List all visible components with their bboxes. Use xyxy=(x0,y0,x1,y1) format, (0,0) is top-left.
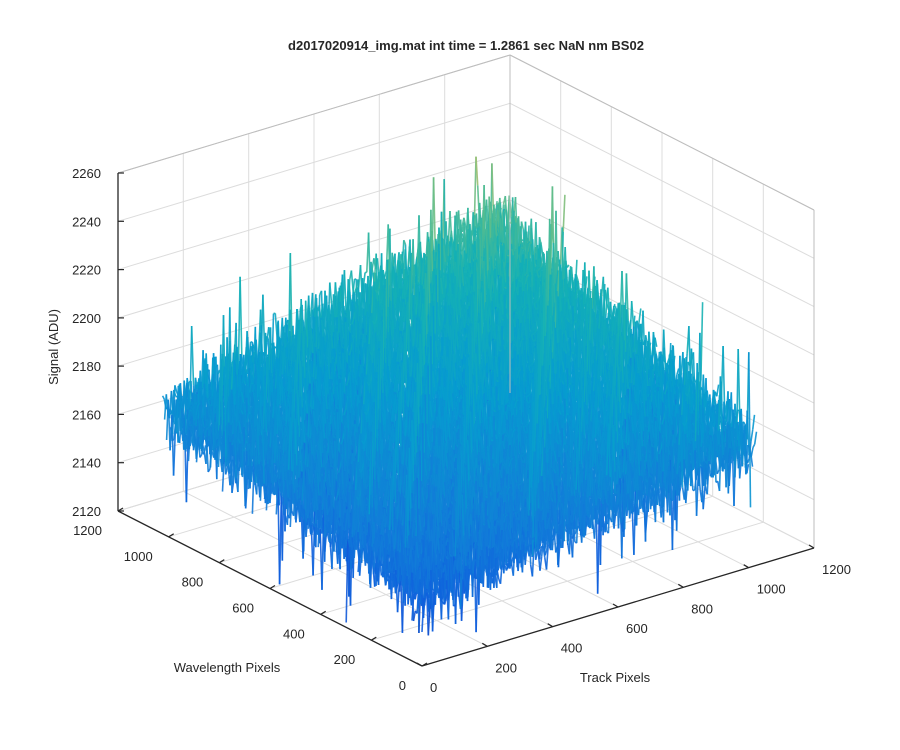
surface-segment xyxy=(240,277,242,357)
surface-segment xyxy=(163,396,165,399)
surface-segment xyxy=(192,326,194,385)
surface-segment xyxy=(330,283,332,305)
surface-segment xyxy=(351,271,353,293)
surface xyxy=(163,157,757,636)
surface-segment xyxy=(191,424,193,425)
